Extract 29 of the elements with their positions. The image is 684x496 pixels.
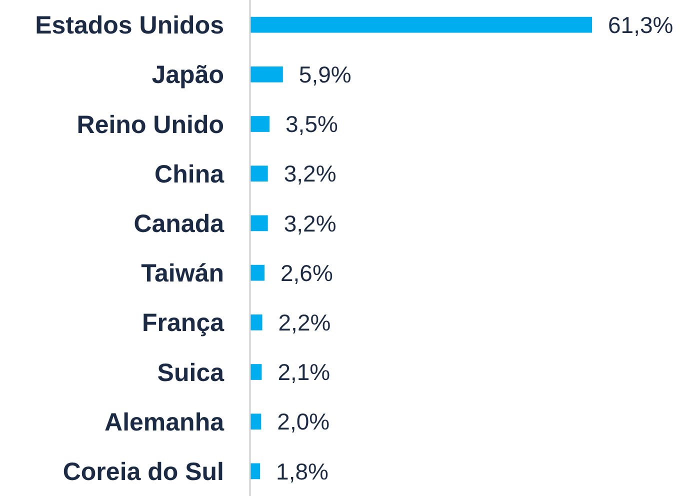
data-label: 2,6% — [280, 260, 333, 286]
data-label: 61,3% — [608, 12, 674, 38]
bar — [250, 264, 265, 281]
data-label: 3,2% — [284, 210, 336, 236]
data-label: 2,1% — [278, 359, 330, 386]
data-label: 3,5% — [286, 111, 338, 138]
y-tick-label: Japão — [152, 61, 224, 90]
y-tick-label: Alemanha — [104, 408, 226, 436]
y-tick-label: Coreia do Sul — [62, 458, 224, 486]
bar — [250, 364, 262, 380]
bar — [250, 16, 592, 33]
bar — [250, 314, 262, 330]
y-tick-label: Estados Unidos — [35, 12, 224, 40]
data-label: 5,9% — [298, 61, 352, 88]
y-tick-label: Reino Unido — [76, 110, 224, 139]
bar — [250, 166, 268, 182]
bar — [250, 414, 262, 430]
data-label: 2,0% — [277, 408, 330, 435]
bar — [250, 215, 268, 232]
bar — [250, 116, 270, 132]
bar — [250, 66, 283, 82]
data-label: 1,8% — [276, 458, 328, 484]
data-label: 3,2% — [284, 160, 336, 187]
y-tick-label: Canada — [134, 210, 226, 238]
y-tick-label: França — [142, 309, 226, 338]
y-tick-label: Taiwán — [141, 260, 224, 288]
y-tick-label: Suica — [157, 358, 226, 387]
y-tick-label: China — [154, 160, 226, 188]
data-label: 2,2% — [278, 309, 331, 336]
